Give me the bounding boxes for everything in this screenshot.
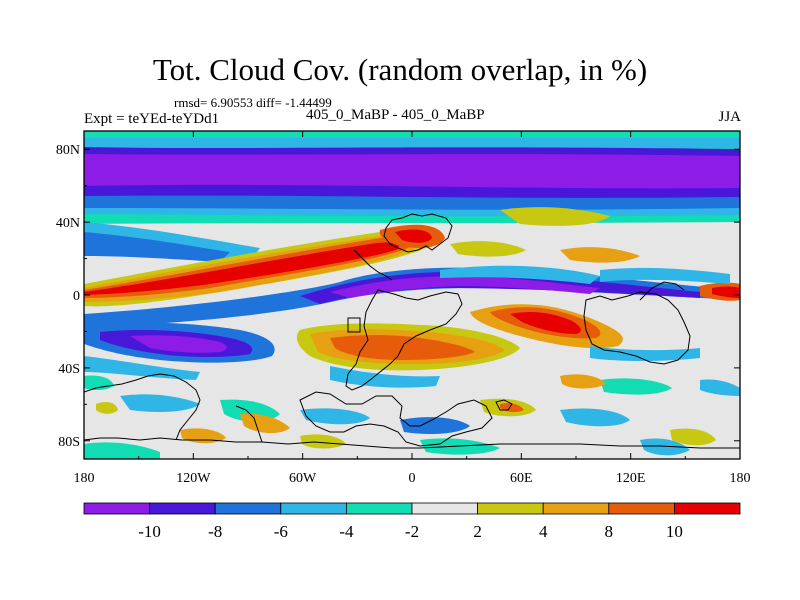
colorbar-label: -4 xyxy=(339,522,354,541)
colorbar-swatch xyxy=(149,502,216,515)
colorbar-swatch xyxy=(411,502,478,515)
lon-tick-label: 180 xyxy=(730,471,751,486)
plot-title: Tot. Cloud Cov. (random overlap, in %) xyxy=(152,52,648,87)
colorbar-label: 10 xyxy=(666,522,683,541)
longitude-axis: 180 120W 60W 0 60E 120E 180 xyxy=(74,131,751,486)
coastlines xyxy=(84,213,740,449)
colorbar-swatch xyxy=(345,502,413,515)
season-label: JJA xyxy=(718,109,741,125)
lat-tick-label: 40S xyxy=(58,362,80,377)
colorbar-label: 4 xyxy=(539,522,548,541)
colorbar-swatch xyxy=(477,502,544,515)
colorbar-label: 2 xyxy=(473,522,482,541)
comparison-label: 405_0_MaBP - 405_0_MaBP xyxy=(306,107,485,123)
colorbar-label: -10 xyxy=(138,522,161,541)
lon-tick-label: 120W xyxy=(176,471,211,486)
lon-tick-label: 0 xyxy=(409,471,416,486)
lat-tick-label: 80N xyxy=(56,143,80,158)
colorbar-label: -8 xyxy=(208,522,222,541)
cloud-field xyxy=(84,131,740,459)
map-panel xyxy=(83,130,741,460)
stats-line: rmsd= 6.90553 diff= -1.44499 xyxy=(174,95,332,110)
colorbar-swatch xyxy=(674,502,741,515)
lat-tick-label: 80S xyxy=(58,435,80,450)
latitude-axis: 80N 40N 0 40S 80S xyxy=(56,143,740,450)
lat-tick-label: 40N xyxy=(56,216,80,231)
colorbar-swatch xyxy=(83,502,150,515)
colorbar-swatch xyxy=(608,502,675,515)
lon-tick-label: 60W xyxy=(289,471,317,486)
experiment-label: Expt = teYEd-teYDd1 xyxy=(84,111,220,127)
colorbar: -10 -8 -6 -4 -2 2 4 8 10 xyxy=(83,502,741,541)
lon-tick-label: 120E xyxy=(616,471,646,486)
colorbar-label: -6 xyxy=(274,522,288,541)
colorbar-swatch xyxy=(214,502,282,515)
lat-tick-label: 0 xyxy=(73,289,80,304)
colorbar-swatch xyxy=(542,502,610,515)
colorbar-label: 8 xyxy=(605,522,614,541)
lon-tick-label: 180 xyxy=(74,471,95,486)
colorbar-swatch xyxy=(280,502,347,515)
lon-tick-label: 60E xyxy=(510,471,533,486)
colorbar-label: -2 xyxy=(405,522,419,541)
